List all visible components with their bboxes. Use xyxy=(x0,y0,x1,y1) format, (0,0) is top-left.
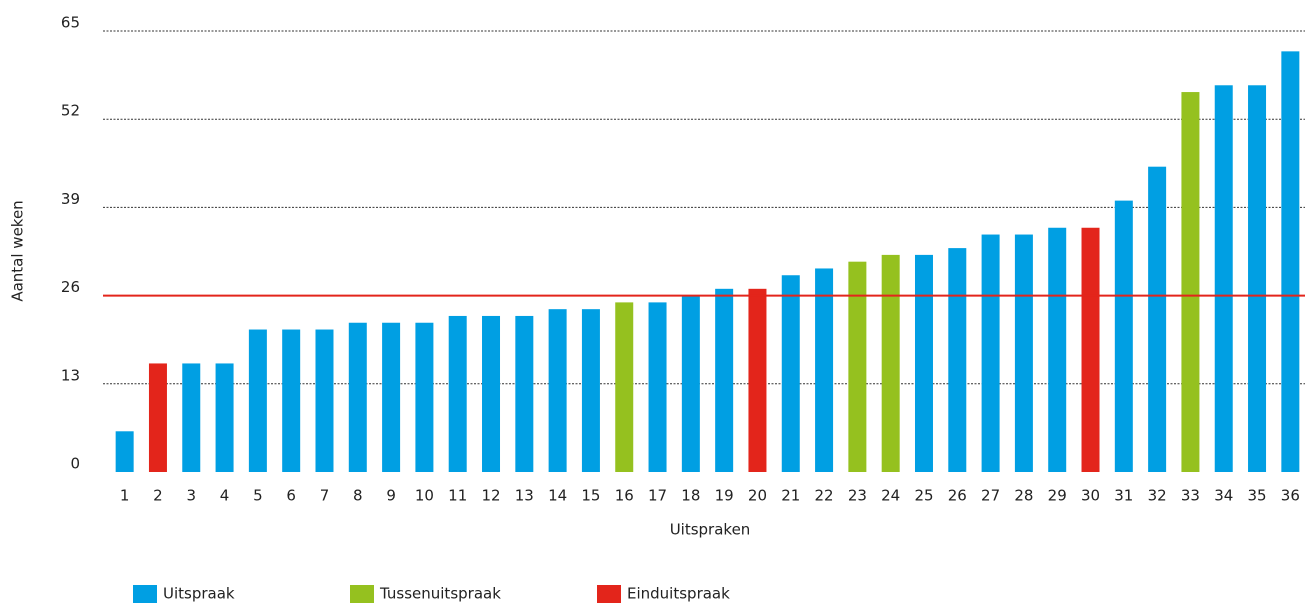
x-axis-label: Uitspraken xyxy=(670,521,751,539)
y-tick-label: 26 xyxy=(61,278,80,296)
x-tick-label: 27 xyxy=(981,487,1000,505)
bar xyxy=(648,302,667,472)
x-tick-label: 1 xyxy=(120,487,130,505)
x-tick-label: 12 xyxy=(481,487,500,505)
x-tick-label: 7 xyxy=(320,487,330,505)
bar xyxy=(881,254,900,472)
bar xyxy=(248,329,267,472)
x-tick-label: 29 xyxy=(1048,487,1067,505)
x-tick-label: 15 xyxy=(581,487,600,505)
bar xyxy=(848,261,867,472)
x-tick-label: 2 xyxy=(153,487,163,505)
bar xyxy=(515,315,534,472)
x-tick-label: 35 xyxy=(1247,487,1266,505)
bar xyxy=(382,322,401,472)
bar xyxy=(182,363,201,472)
bar xyxy=(615,302,634,472)
y-tick-label: 13 xyxy=(61,366,80,384)
x-tick-label: 18 xyxy=(681,487,700,505)
x-tick-label: 11 xyxy=(448,487,467,505)
bar xyxy=(981,234,1000,472)
bar xyxy=(914,254,933,472)
x-tick-label: 10 xyxy=(415,487,434,505)
bar xyxy=(482,315,501,472)
x-tick-label: 24 xyxy=(881,487,900,505)
bar xyxy=(215,363,234,472)
x-tick-label: 22 xyxy=(815,487,834,505)
x-tick-label: 20 xyxy=(748,487,767,505)
x-tick-label: 17 xyxy=(648,487,667,505)
x-tick-label: 6 xyxy=(286,487,296,505)
legend-swatch xyxy=(350,585,374,603)
bar xyxy=(715,288,734,472)
bar xyxy=(1048,227,1067,472)
bar xyxy=(282,329,301,472)
x-tick-label: 33 xyxy=(1181,487,1200,505)
x-tick-label: 32 xyxy=(1148,487,1167,505)
x-tick-label: 9 xyxy=(386,487,396,505)
x-tick-label: 28 xyxy=(1014,487,1033,505)
x-tick-label: 19 xyxy=(715,487,734,505)
y-axis-label: Aantal weken xyxy=(9,200,27,301)
bar xyxy=(681,295,700,472)
x-tick-label: 23 xyxy=(848,487,867,505)
bar xyxy=(1014,234,1033,472)
legend-swatch xyxy=(133,585,157,603)
x-tick-label: 3 xyxy=(186,487,196,505)
y-tick-label: 52 xyxy=(61,102,80,120)
bar xyxy=(448,315,467,472)
bar xyxy=(815,268,834,472)
bar xyxy=(348,322,367,472)
x-tick-label: 30 xyxy=(1081,487,1100,505)
x-tick-label: 4 xyxy=(220,487,230,505)
bar xyxy=(1214,85,1233,473)
x-tick-label: 25 xyxy=(914,487,933,505)
bar xyxy=(948,248,967,472)
bar xyxy=(1181,92,1200,473)
bar xyxy=(581,309,600,472)
bar xyxy=(1114,200,1133,472)
legend-label: Uitspraak xyxy=(163,585,235,603)
y-tick-label: 39 xyxy=(61,190,80,208)
bar xyxy=(415,322,434,472)
bar xyxy=(1148,166,1167,472)
bar xyxy=(315,329,334,472)
bar xyxy=(781,275,800,472)
x-tick-label: 26 xyxy=(948,487,967,505)
bar xyxy=(748,288,767,472)
legend-swatch xyxy=(597,585,621,603)
bar xyxy=(148,363,167,472)
bar xyxy=(115,431,134,472)
x-tick-label: 14 xyxy=(548,487,567,505)
x-tick-label: 5 xyxy=(253,487,263,505)
y-tick-label: 65 xyxy=(61,14,80,32)
y-tick-label: 0 xyxy=(70,455,80,473)
bar xyxy=(1281,51,1300,472)
x-tick-label: 21 xyxy=(781,487,800,505)
legend-label: Tussenuitspraak xyxy=(379,585,501,603)
x-tick-label: 31 xyxy=(1114,487,1133,505)
bar xyxy=(1248,85,1267,473)
x-tick-label: 16 xyxy=(615,487,634,505)
bar xyxy=(1081,227,1100,472)
x-tick-label: 34 xyxy=(1214,487,1233,505)
bar xyxy=(548,309,567,472)
x-tick-label: 8 xyxy=(353,487,363,505)
x-tick-label: 36 xyxy=(1281,487,1300,505)
x-tick-label: 13 xyxy=(515,487,534,505)
legend-label: Einduitspraak xyxy=(627,585,730,603)
